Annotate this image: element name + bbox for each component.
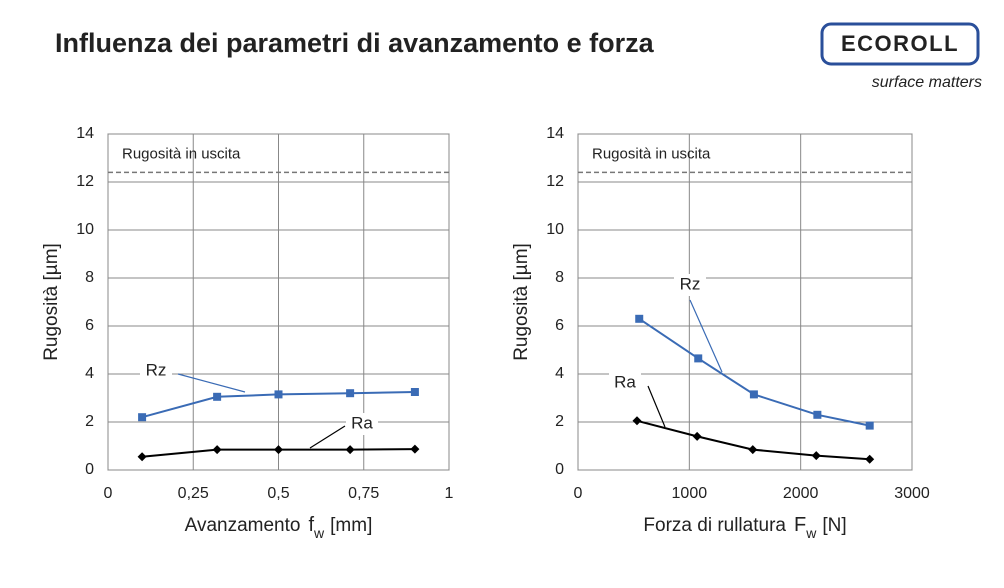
annotation-leader — [647, 385, 666, 428]
x-axis-label-part: f — [308, 514, 314, 536]
annotation-leader — [689, 299, 723, 373]
x-tick-label: 1 — [445, 485, 454, 502]
marker — [749, 390, 758, 399]
logo-frame — [820, 22, 980, 66]
annotation-bg — [609, 372, 641, 394]
x-axis-label-part: Avanzamento — [185, 515, 301, 536]
y-tick-label: 0 — [85, 461, 94, 478]
x-tick-label: 0 — [104, 485, 113, 502]
y-tick-label: 8 — [85, 269, 94, 286]
marker — [813, 410, 822, 419]
marker — [865, 421, 874, 430]
logo: ECOROLL — [841, 31, 959, 56]
marker — [748, 445, 758, 455]
y-tick-label: 12 — [546, 173, 564, 190]
reference-label: Rugosità in uscita — [592, 145, 711, 162]
marker — [410, 444, 420, 454]
y-tick-label: 8 — [555, 269, 564, 286]
x-axis-label-part: F — [794, 514, 806, 536]
x-axis-label-part: Forza di rullatura — [643, 515, 786, 536]
marker — [410, 388, 419, 396]
y-tick-label: 10 — [76, 221, 94, 238]
series-label: Rz — [146, 360, 167, 379]
marker — [345, 445, 355, 455]
x-axis-label-part: w — [313, 525, 325, 541]
slide-title: Influenza dei parametri di avanzamento e… — [55, 28, 655, 58]
marker — [346, 389, 355, 398]
annotation-leader — [177, 373, 246, 393]
x-tick-label: 3000 — [894, 485, 930, 502]
y-tick-label: 2 — [555, 413, 564, 430]
marker — [694, 354, 703, 363]
x-axis-label-part: [mm] — [330, 515, 372, 536]
x-axis-label: Forza di rullatura Fw [N] — [643, 514, 846, 540]
marker — [212, 445, 222, 455]
x-axis-label-part: [N] — [822, 515, 846, 536]
marker — [632, 416, 642, 426]
marker — [865, 454, 875, 464]
x-tick-label: 0,25 — [178, 485, 209, 502]
x-tick-label: 2000 — [783, 485, 819, 502]
y-tick-label: 4 — [85, 365, 94, 382]
y-tick-label: 6 — [85, 317, 94, 334]
marker — [274, 390, 283, 399]
y-tick-label: 14 — [546, 125, 564, 142]
series-label: Rz — [680, 274, 701, 293]
reference-label: Rugosità in uscita — [122, 145, 241, 162]
annotation-bg — [140, 360, 172, 382]
x-axis-label-part: w — [805, 525, 817, 541]
tagline: surface matters — [872, 74, 982, 91]
x-tick-label: 1000 — [672, 485, 708, 502]
y-tick-label: 6 — [555, 317, 564, 334]
y-tick-label: 2 — [85, 413, 94, 430]
marker — [213, 392, 222, 401]
x-axis-label: Avanzamento fw [mm] — [185, 514, 373, 540]
marker — [811, 451, 821, 461]
y-tick-label: 14 — [76, 125, 94, 142]
series-label: Ra — [614, 372, 636, 391]
y-tick-label: 10 — [546, 221, 564, 238]
y-axis-label: Rugosità [µm] — [41, 243, 62, 361]
annotation-leader — [309, 425, 346, 449]
marker — [274, 445, 283, 455]
marker — [635, 314, 644, 323]
x-tick-label: 0 — [574, 485, 583, 502]
x-tick-label: 0,5 — [267, 485, 289, 502]
y-axis-label: Rugosità [µm] — [511, 243, 532, 361]
annotation-bg — [674, 274, 706, 296]
y-tick-label: 0 — [555, 461, 564, 478]
plot-area — [577, 133, 913, 471]
y-tick-label: 12 — [76, 173, 94, 190]
marker — [138, 413, 147, 422]
y-tick-label: 4 — [555, 365, 564, 382]
marker — [692, 431, 702, 441]
annotation-bg — [346, 413, 378, 435]
series-label: Ra — [351, 413, 373, 432]
marker — [137, 452, 147, 462]
x-tick-label: 0,75 — [348, 485, 379, 502]
